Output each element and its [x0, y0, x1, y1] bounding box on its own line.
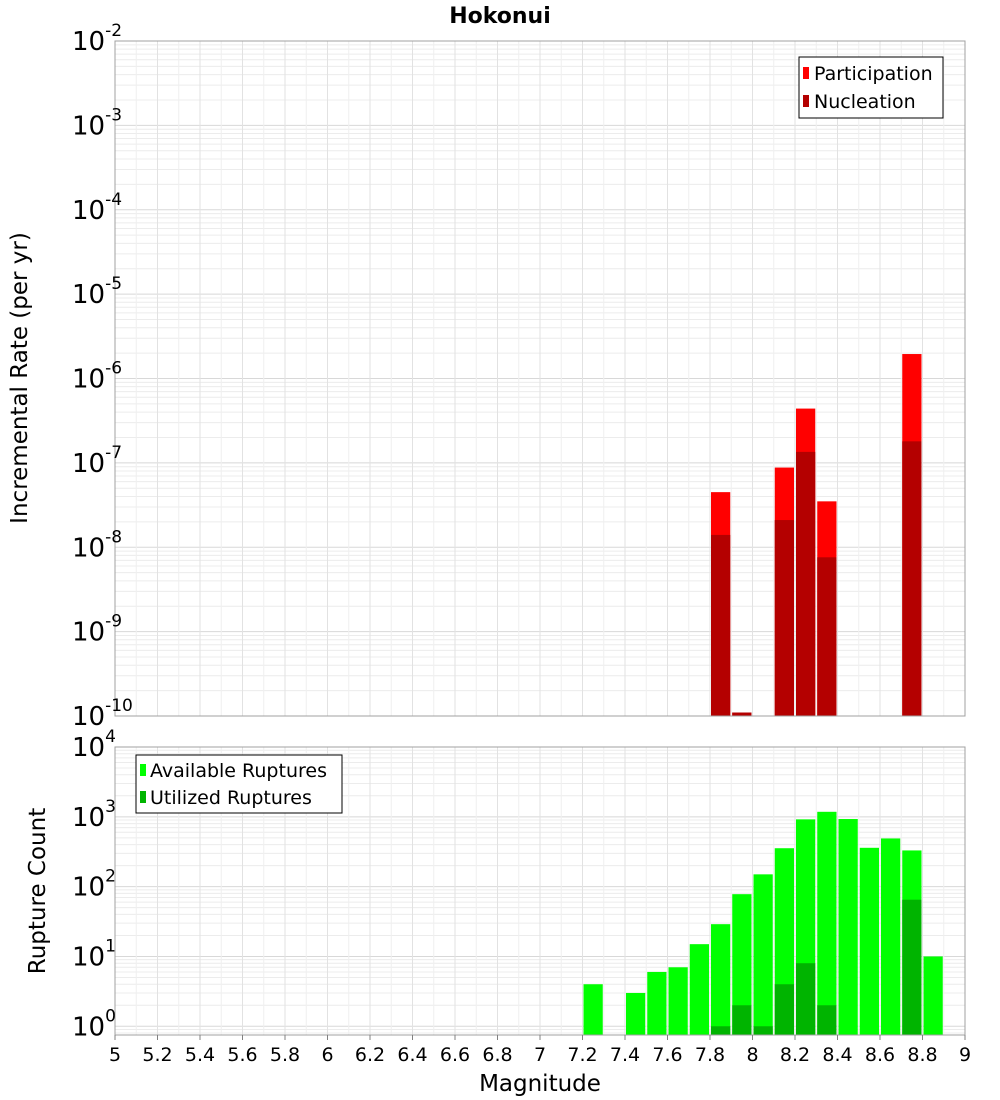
top-y-tick-label: 10-5	[72, 274, 122, 310]
legend-swatch-participation	[803, 67, 809, 79]
x-tick-label: 8.8	[907, 1044, 937, 1066]
bottom-y-axis-label: Rupture Count	[25, 808, 51, 974]
chart-title: Hokonui	[449, 4, 551, 29]
bottom-bar-utilized-ruptures	[753, 1026, 773, 1035]
x-tick-label: 6.2	[355, 1044, 385, 1066]
legend-label-available: Available Ruptures	[150, 760, 327, 782]
legend-label-participation: Participation	[814, 63, 933, 85]
bottom-bar-available-ruptures	[753, 874, 773, 1035]
x-tick-label: 5.4	[185, 1044, 215, 1066]
bottom-bar-utilized-ruptures	[817, 1005, 837, 1035]
bottom-legend: Available Ruptures Utilized Ruptures	[135, 754, 343, 814]
bottom-y-tick-label: 102	[72, 867, 116, 903]
top-bar-nucleation	[796, 451, 816, 716]
top-bar-nucleation	[774, 520, 794, 716]
top-y-tick-label: 10-6	[72, 359, 122, 395]
top-bar-nucleation	[902, 441, 922, 716]
top-legend: Participation Nucleation	[798, 56, 944, 119]
bottom-bar-available-ruptures	[923, 956, 943, 1035]
bottom-legend-box	[135, 754, 343, 814]
top-y-tick-label: 10-10	[72, 696, 133, 732]
x-tick-label: 6.4	[397, 1044, 427, 1066]
x-tick-label: 7	[534, 1044, 546, 1066]
x-tick-label: 5.8	[270, 1044, 300, 1066]
bottom-bar-available-ruptures	[817, 811, 837, 1035]
top-y-tick-label: 10-9	[72, 612, 122, 648]
bottom-y-tick-label: 104	[72, 727, 116, 763]
top-plot-border	[114, 40, 966, 717]
x-ticks: 5 5.2 5.4 5.6 5.8 6 6.2 6.4 6.6 6.8 7 7.2 7.4 7.6 7.8 8…	[109, 1035, 971, 1066]
bottom-y-tick-label: 100	[72, 1006, 116, 1042]
x-tick-label: 6	[321, 1044, 333, 1066]
top-bars	[711, 354, 922, 716]
bottom-bar-available-ruptures	[732, 894, 752, 1035]
x-tick-label: 7.4	[610, 1044, 640, 1066]
bottom-bar-utilized-ruptures	[796, 963, 816, 1035]
bottom-bar-available-ruptures	[626, 992, 646, 1035]
bottom-bar-available-ruptures	[583, 984, 603, 1035]
bottom-panel: 100 101 102 103 104 5 5.2 5.4 5.6 5.8 6 6.2 6.4 6.6 6…	[25, 727, 971, 1097]
bottom-bar-available-ruptures	[689, 944, 709, 1035]
x-tick-label: 6.6	[440, 1044, 470, 1066]
top-y-tick-label: 10-4	[72, 190, 122, 226]
legend-swatch-available	[140, 764, 146, 776]
bottom-bars	[583, 811, 943, 1035]
top-panel: 10-10 10-9 10-8 10-7 10-6 10-5 10-4 10-3 10-2 In…	[7, 21, 966, 732]
bottom-bar-available-ruptures	[838, 819, 858, 1035]
bottom-bar-utilized-ruptures	[774, 984, 794, 1035]
x-tick-label: 6.8	[482, 1044, 512, 1066]
x-tick-label: 5.6	[227, 1044, 257, 1066]
top-y-tick-label: 10-2	[72, 21, 122, 57]
bottom-bar-utilized-ruptures	[902, 899, 922, 1035]
top-legend-box	[798, 56, 944, 119]
bottom-bar-available-ruptures	[859, 847, 879, 1035]
x-tick-label: 5.2	[142, 1044, 172, 1066]
legend-label-nucleation: Nucleation	[814, 91, 916, 113]
top-grid	[114, 41, 966, 717]
bottom-y-tick-label: 101	[72, 936, 116, 972]
legend-label-utilized: Utilized Ruptures	[150, 787, 312, 809]
bottom-bar-utilized-ruptures	[711, 1026, 731, 1035]
top-y-tick-label: 10-3	[72, 105, 122, 141]
x-tick-label: 8	[746, 1044, 758, 1066]
x-axis-label: Magnitude	[479, 1071, 601, 1097]
bottom-bar-available-ruptures	[711, 924, 731, 1035]
top-y-ticks: 10-10 10-9 10-8 10-7 10-6 10-5 10-4 10-3 10-2	[72, 21, 133, 732]
bottom-bar-available-ruptures	[668, 967, 688, 1035]
top-bar-nucleation	[817, 557, 837, 716]
legend-swatch-nucleation	[803, 95, 809, 107]
legend-swatch-utilized	[140, 791, 146, 803]
top-y-tick-label: 10-7	[72, 443, 122, 479]
top-y-axis-label: Incremental Rate (per yr)	[7, 232, 33, 524]
x-tick-label: 8.6	[865, 1044, 895, 1066]
bottom-y-tick-label: 103	[72, 797, 116, 833]
top-bar-nucleation	[732, 712, 752, 716]
bottom-bar-available-ruptures	[647, 971, 667, 1035]
x-tick-label: 5	[109, 1044, 121, 1066]
x-tick-label: 7.6	[652, 1044, 682, 1066]
bottom-bar-available-ruptures	[881, 838, 901, 1035]
x-tick-label: 9	[959, 1044, 971, 1066]
x-tick-label: 7.8	[695, 1044, 725, 1066]
x-tick-label: 8.4	[822, 1044, 852, 1066]
bottom-y-ticks: 100 101 102 103 104	[72, 727, 116, 1042]
x-tick-label: 8.2	[780, 1044, 810, 1066]
bottom-bar-utilized-ruptures	[732, 1005, 752, 1035]
top-bar-nucleation	[711, 534, 731, 716]
x-tick-label: 7.2	[567, 1044, 597, 1066]
top-y-tick-label: 10-8	[72, 527, 122, 563]
